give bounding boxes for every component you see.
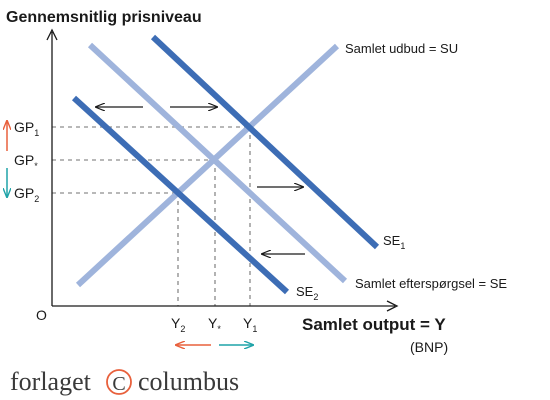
x-axis-title: Samlet output = Y: [302, 315, 446, 334]
publisher-logo: forlaget C columbus: [10, 367, 239, 396]
su-label: Samlet udbud = SU: [345, 41, 458, 56]
guide-lines: [52, 126, 251, 306]
copyright-circle-icon: [106, 369, 132, 395]
logo-right-text: columbus: [138, 367, 239, 396]
gp2-label: GP2: [14, 185, 39, 204]
y-axis-title: Gennemsnitlig prisniveau: [6, 9, 202, 26]
gp1-label: GP1: [14, 119, 39, 138]
ystar-label: Y*: [208, 315, 221, 334]
y2-label: Y2: [171, 315, 185, 334]
x-axis-subtitle: (BNP): [410, 339, 448, 355]
se-curve: [87, 42, 348, 284]
su-curve: [75, 43, 340, 288]
se1-label: SE1: [383, 233, 405, 251]
x-axis-arrowhead: [386, 300, 399, 312]
se-label: Samlet efterspørgsel = SE: [355, 276, 507, 291]
origin-label: O: [36, 307, 47, 323]
y1-label: Y1: [243, 315, 257, 334]
logo-left-text: forlaget: [10, 367, 92, 396]
shift-arrows: [96, 107, 305, 254]
logo-circle-letter: C: [112, 373, 125, 395]
se2-curve: [71, 95, 290, 295]
se1-curve: [150, 34, 380, 250]
y-axis-arrowhead: [46, 28, 58, 41]
se2-label: SE2: [296, 284, 318, 302]
axes: [46, 28, 399, 312]
gpstar-label: GP*: [14, 152, 38, 171]
